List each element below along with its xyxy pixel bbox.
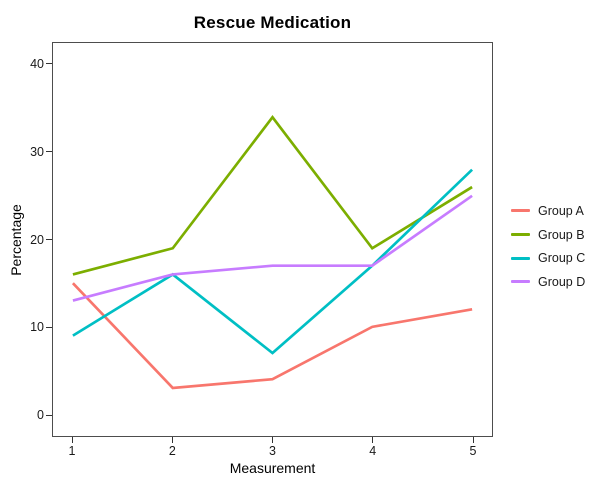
y-axis-tick-label: 20 [30,232,44,247]
y-axis-tick-label: 10 [30,320,44,335]
y-axis-tick-label: 40 [30,56,44,71]
y-axis-tick-mark [46,63,52,65]
legend-item-group-c: Group C [511,246,585,270]
x-axis-tick-mark [171,437,173,443]
y-axis-label: Percentage [8,204,24,276]
y-axis-tick-label: 0 [37,408,44,423]
x-axis-tick-label: 5 [469,444,477,458]
x-axis-tick-mark [372,437,374,443]
series-line-group-d [72,194,473,302]
x-axis-tick-label: 1 [68,444,76,458]
series-line-group-b [72,115,473,276]
legend-item-group-a: Group A [511,199,585,223]
legend-item-group-d: Group D [511,270,585,294]
legend-swatch-group-d [511,280,530,284]
y-axis-tick-label: 30 [30,144,44,159]
series-line-group-c [72,168,474,355]
legend-item-label: Group C [538,251,586,266]
legend-swatch-group-b [511,233,530,237]
legend-item-group-b: Group B [511,223,585,247]
x-axis-tick-label: 3 [269,444,276,458]
legend-swatch-group-c [511,256,530,260]
x-axis-tick-label: 4 [369,444,377,458]
x-axis-tick-mark [472,437,474,443]
legend-item-label: Group D [538,274,586,289]
plot-panel [52,42,493,437]
x-axis-tick-label: 2 [168,444,176,458]
x-axis-tick-mark [272,437,273,443]
series-line-group-a [71,282,473,390]
plot-lines-svg [71,115,474,390]
legend-swatch-group-a [511,209,530,213]
legend-item-label: Group A [538,203,584,218]
y-axis-tick-mark [46,151,52,153]
y-axis-tick-mark [46,326,52,328]
y-axis-tick-mark [46,239,52,240]
legend-item-label: Group B [538,227,585,242]
x-axis-label: Measurement [229,460,316,476]
x-axis-tick-mark [71,437,73,443]
legend: Group A Group B Group C Group D [511,199,585,294]
chart-title: Rescue Medication [193,13,352,32]
y-axis-tick-mark [46,414,52,416]
